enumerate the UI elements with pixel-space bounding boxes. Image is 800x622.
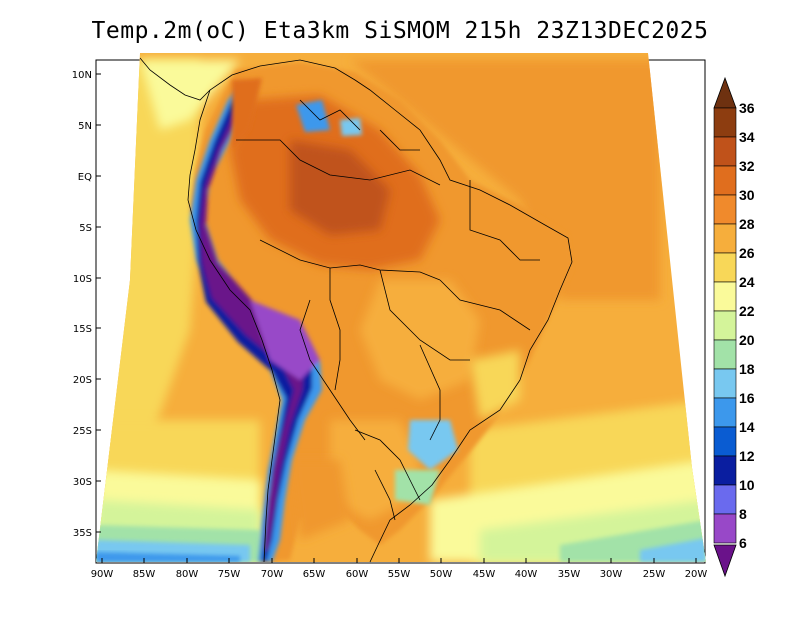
lat-label: 5S [79, 223, 92, 234]
lat-label: 5N [78, 121, 92, 132]
lon-label: 80W [176, 569, 199, 580]
coastline-borders [139, 57, 573, 563]
lat-label: 30S [73, 477, 92, 488]
lon-label: 55W [388, 569, 411, 580]
lon-label: 70W [261, 569, 284, 580]
lat-label: 35S [73, 528, 92, 539]
lon-label: 75W [218, 569, 241, 580]
map-title: Temp.2m(oC) Eta3km SiSMOM 215h 23Z13DEC2… [91, 18, 709, 44]
colorbar-segments [713, 107, 737, 544]
lon-label: 35W [558, 569, 581, 580]
lon-label: 40W [515, 569, 538, 580]
lat-label: EQ [78, 172, 92, 183]
colorbar-label: 32 [739, 158, 755, 174]
colorbar-segment [713, 397, 737, 428]
lat-label: 10N [72, 70, 92, 81]
colorbar-segment [713, 513, 737, 544]
colorbar: 36 34 32 30 28 26 24 22 20 18 16 14 12 10 8 6 [713, 76, 755, 578]
colorbar-segment [713, 368, 737, 399]
colorbar-segment [713, 194, 737, 225]
colorbar-label: 6 [739, 535, 747, 551]
colorbar-label: 18 [739, 361, 755, 377]
latitude-axis: 10N 5N EQ 5S 10S 15S 20S 25S 30S 35S [72, 70, 101, 539]
colorbar-label: 22 [739, 303, 755, 319]
colorbar-segment [713, 165, 737, 196]
colorbar-label: 36 [739, 100, 755, 116]
colorbar-segment [713, 223, 737, 254]
temperature-field [96, 53, 706, 562]
lat-label: 15S [73, 324, 92, 335]
colorbar-bottom-arrow [713, 544, 737, 578]
colorbar-top-arrow [713, 76, 737, 109]
lat-label: 25S [73, 426, 92, 437]
lat-label: 20S [73, 375, 92, 386]
lon-label: 50W [430, 569, 453, 580]
longitude-axis: 90W 85W 80W 75W 70W 65W 60W 55W 50W 45W … [91, 558, 708, 580]
colorbar-labels: 36 34 32 30 28 26 24 22 20 18 16 14 12 10 8 6 [739, 100, 755, 551]
colorbar-label: 30 [739, 187, 755, 203]
lon-label: 60W [346, 569, 369, 580]
lon-label: 30W [600, 569, 623, 580]
colorbar-segment [713, 281, 737, 312]
colorbar-label: 34 [739, 129, 755, 145]
colorbar-label: 14 [739, 419, 755, 435]
lon-label: 45W [473, 569, 496, 580]
colorbar-segment [713, 136, 737, 167]
colorbar-label: 26 [739, 245, 755, 261]
lon-label: 20W [685, 569, 708, 580]
lon-label: 65W [303, 569, 326, 580]
colorbar-segment [713, 426, 737, 457]
colorbar-segment [713, 252, 737, 283]
lon-label: 25W [643, 569, 666, 580]
lon-label: 90W [91, 569, 114, 580]
colorbar-label: 16 [739, 390, 755, 406]
andes-cold-band [190, 85, 322, 562]
colorbar-segment [713, 339, 737, 370]
lat-label: 10S [73, 274, 92, 285]
colorbar-label: 28 [739, 216, 755, 232]
colorbar-label: 8 [739, 506, 747, 522]
colorbar-label: 10 [739, 477, 755, 493]
colorbar-segment [713, 484, 737, 515]
colorbar-segment [713, 455, 737, 486]
colorbar-segment [713, 107, 737, 138]
colorbar-label: 12 [739, 448, 755, 464]
lon-label: 85W [133, 569, 156, 580]
colorbar-label: 20 [739, 332, 755, 348]
colorbar-label: 24 [739, 274, 755, 290]
colorbar-segment [713, 310, 737, 341]
